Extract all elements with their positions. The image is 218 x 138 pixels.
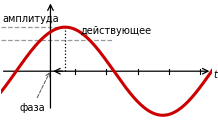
Text: t: t [214, 70, 218, 80]
Text: действующее: действующее [81, 26, 152, 36]
Text: фаза: фаза [19, 73, 49, 113]
Text: амплитуда: амплитуда [2, 14, 59, 24]
